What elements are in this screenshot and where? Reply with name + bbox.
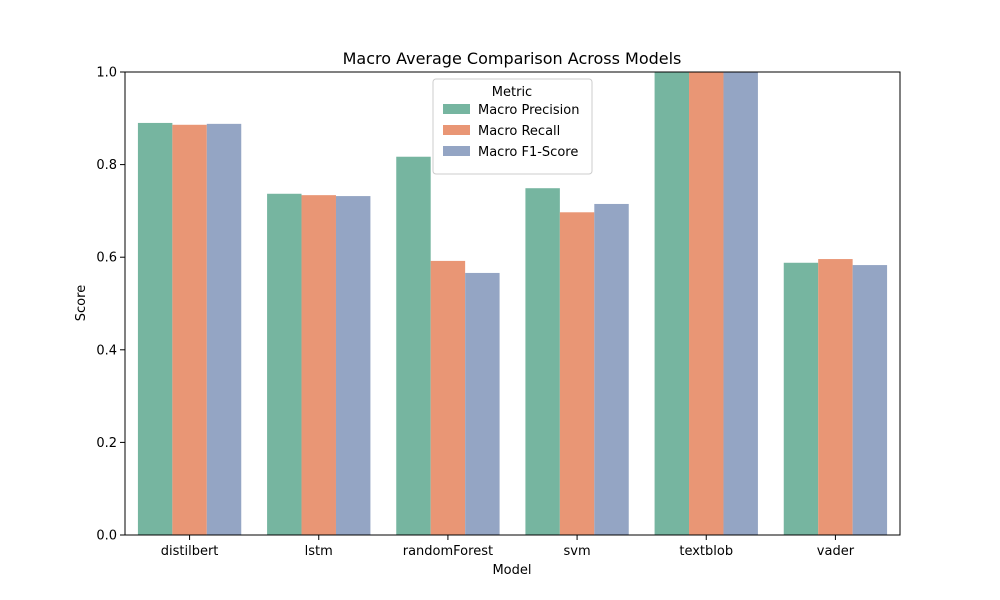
bar-vader-macro-recall	[818, 259, 853, 535]
y-tick-label: 0.2	[96, 436, 117, 451]
y-axis: 0.0 0.2 0.4 0.6 0.8 1.0	[96, 66, 125, 544]
y-tick-label: 1.0	[96, 66, 117, 81]
bar-lstm-macro-precision	[267, 193, 302, 536]
legend-swatch	[443, 125, 470, 135]
bar-svm-macro-precision	[525, 188, 560, 535]
x-axis: distilbert lstm randomForest svm textblob vad…	[161, 535, 855, 559]
x-tick-label: lstm	[305, 544, 333, 559]
bar-textblob-macro-recall	[689, 72, 724, 535]
x-axis-label: Model	[492, 563, 531, 578]
bar-svm-macro-recall	[559, 212, 595, 535]
y-tick-label: 0.6	[96, 251, 117, 266]
bar-distilbert-macro-precision	[137, 122, 173, 536]
bar-vader-macro-precision	[783, 262, 819, 535]
bar-distilbert-macro-recall	[172, 124, 207, 536]
legend-title: Metric	[492, 85, 532, 100]
y-axis-label: Score	[74, 285, 89, 321]
legend-items: Macro Precision Macro Recall Macro F1-Scor…	[443, 103, 579, 160]
bar-textblob-macro-f1-score	[723, 72, 758, 535]
legend-box	[432, 78, 593, 175]
legend-entry: Macro Precision	[478, 103, 579, 118]
y-tick-label: 0.8	[96, 158, 117, 173]
bar-vader-macro-f1-score	[852, 265, 888, 535]
bars-group	[137, 72, 888, 536]
chart-title: Macro Average Comparison Across Models	[343, 49, 682, 68]
legend-swatch	[443, 146, 470, 156]
bar-randomForest-macro-recall	[430, 260, 466, 535]
x-tick-label: textblob	[679, 544, 733, 559]
y-tick-label: 0.4	[96, 343, 117, 358]
x-tick-label: vader	[817, 544, 855, 559]
bar-textblob-macro-precision	[654, 72, 690, 535]
bar-randomForest-macro-precision	[396, 156, 431, 535]
plot-frame	[124, 71, 901, 536]
legend-swatch	[443, 104, 470, 114]
legend-entry: Macro Recall	[478, 124, 560, 139]
x-tick-label: distilbert	[161, 544, 219, 559]
bar-lstm-macro-f1-score	[335, 196, 371, 536]
x-tick-label: randomForest	[403, 544, 493, 559]
x-tick-label: svm	[564, 544, 591, 559]
bar-lstm-macro-recall	[301, 195, 336, 535]
bar-randomForest-macro-f1-score	[465, 272, 500, 535]
bar-distilbert-macro-f1-score	[206, 123, 242, 535]
legend-entry: Macro F1-Score	[478, 145, 578, 160]
y-tick-label: 0.0	[96, 529, 117, 544]
bar-svm-macro-f1-score	[594, 203, 629, 535]
